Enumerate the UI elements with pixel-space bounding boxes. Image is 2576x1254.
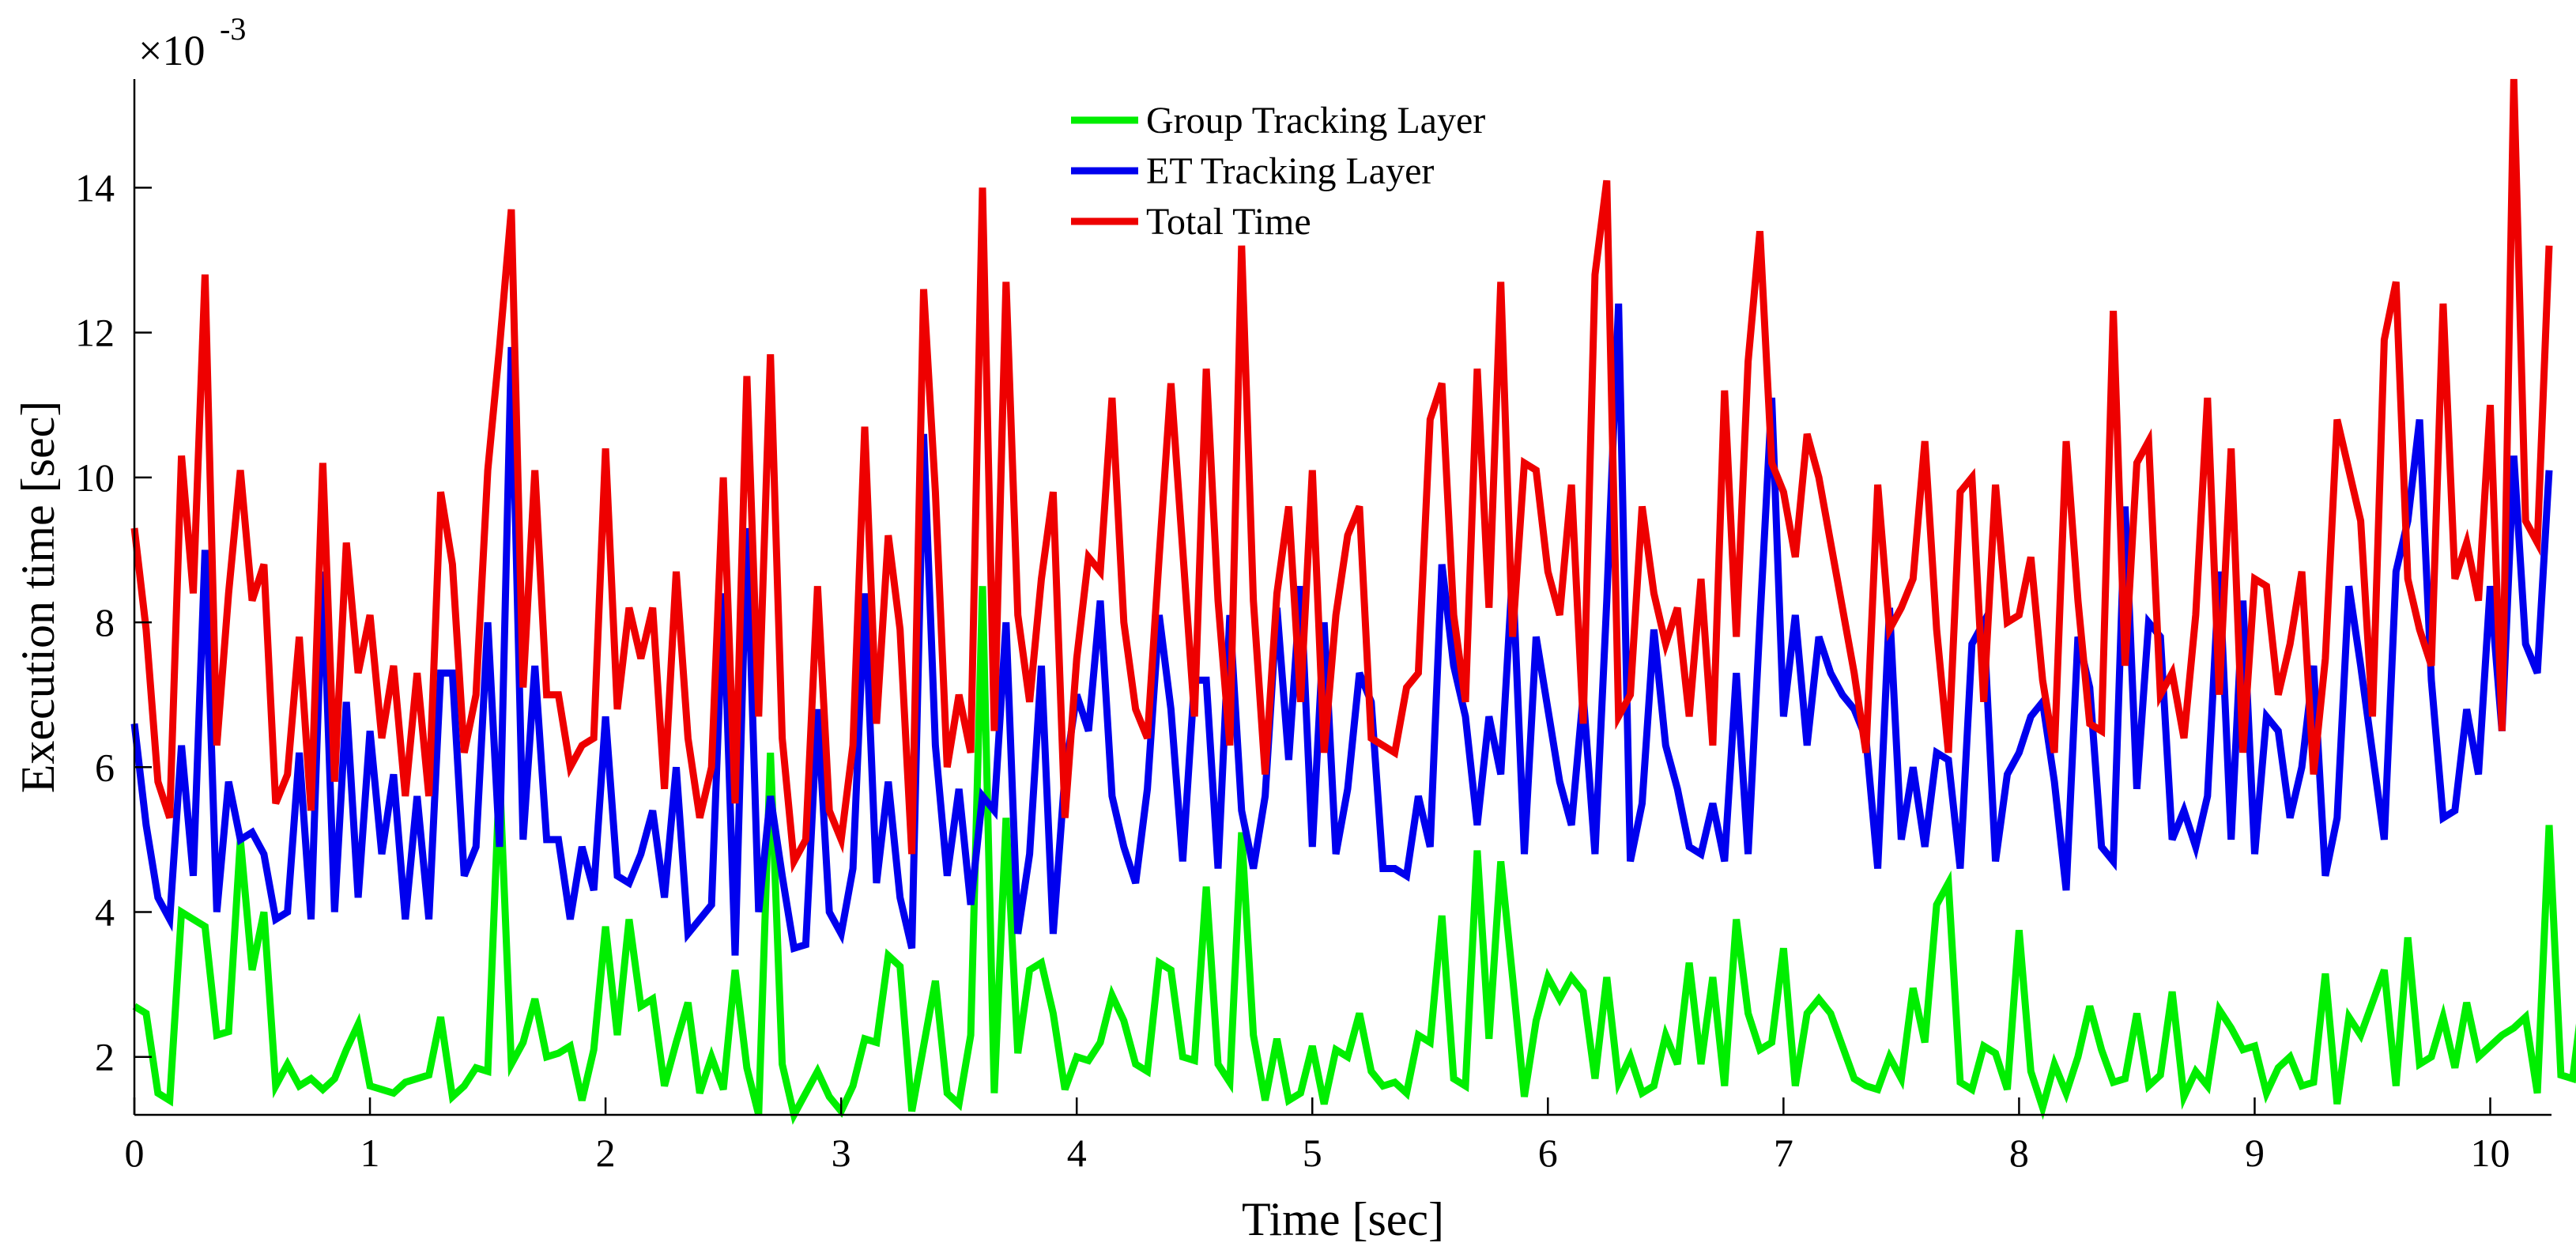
y-tick-label: 10 — [75, 455, 115, 500]
x-tick-label: 1 — [360, 1131, 380, 1175]
y-axis-exponent: ×10 -3 — [138, 11, 246, 74]
legend-label-total-time: Total Time — [1146, 201, 1311, 243]
legend-label-et-tracking: ET Tracking Layer — [1146, 150, 1434, 192]
y-exponent-power: -3 — [220, 11, 246, 47]
series-line-group-tracking-layer — [132, 586, 2576, 1125]
x-tick-label: 9 — [2245, 1131, 2265, 1175]
x-tick-label: 4 — [1067, 1131, 1087, 1175]
y-exponent-base: ×10 — [138, 27, 205, 74]
y-tick-label: 6 — [95, 745, 115, 789]
y-tick-label: 8 — [95, 600, 115, 644]
x-tick-label: 10 — [2471, 1131, 2510, 1175]
x-tick-label: 8 — [2009, 1131, 2029, 1175]
x-tick-label: 6 — [1538, 1131, 1558, 1175]
x-axis-label: Time [sec] — [1242, 1193, 1444, 1245]
axes — [133, 79, 2551, 1116]
y-tick-label: 12 — [75, 311, 115, 355]
series-layer — [130, 78, 2576, 1125]
x-tick-label: 5 — [1303, 1131, 1322, 1175]
legend-label-group-tracking: Group Tracking Layer — [1146, 100, 1485, 142]
x-tick-label: 3 — [832, 1131, 851, 1175]
x-tick-label: 7 — [1774, 1131, 1793, 1175]
x-tick-label: 2 — [596, 1131, 616, 1175]
series-line-total-time — [130, 78, 2553, 874]
x-tick-label: 0 — [125, 1131, 145, 1175]
y-tick-label: 4 — [95, 890, 115, 934]
y-tick-label: 14 — [75, 165, 115, 210]
legend: Group Tracking Layer ET Tracking Layer T… — [1071, 100, 1485, 243]
y-tick-label: 2 — [95, 1035, 115, 1079]
y-axis-label: Execution time [sec] — [12, 401, 64, 793]
series-line-et-tracking-layer — [130, 303, 2553, 956]
